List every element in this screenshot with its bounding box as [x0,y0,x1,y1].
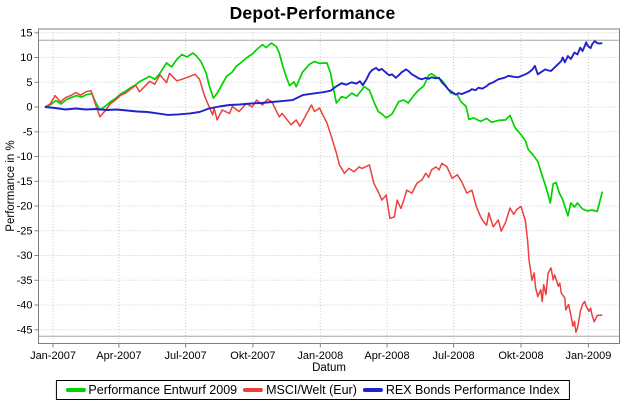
x-tick-label: Okt-2007 [230,350,275,362]
legend-swatch [65,388,86,392]
y-tick-label: -25 [17,225,33,237]
x-axis-label: Datum [312,362,346,374]
plot-border [38,28,620,344]
y-tick-label: -35 [17,275,33,287]
chart-title: Depot-Performance [229,3,396,23]
legend-item: MSCI/Welt (Eur) [243,383,357,397]
y-tick-label: 0 [26,102,32,114]
y-tick-label: -30 [17,250,33,262]
legend-swatch [243,388,264,392]
y-axis-label: Performance in % [5,140,17,232]
y-tick-label: -15 [17,176,33,188]
legend-item-label: REX Bonds Performance Index [385,383,560,397]
x-tick-label: Apr-2008 [364,350,409,362]
y-tick-label: 15 [20,27,32,39]
legend-item-label: MSCI/Welt (Eur) [266,383,357,397]
series-line-performance-entwurf-2009 [44,42,604,217]
y-tick-label: -45 [17,324,33,336]
y-tick-label: 5 [26,77,32,89]
y-tick-label: -40 [17,300,33,312]
legend: Performance Entwurf 2009 MSCI/Welt (Eur) R… [55,380,570,400]
legend-item: Performance Entwurf 2009 [65,383,237,397]
y-tick-label: -5 [23,126,33,138]
legend-swatch [362,388,383,392]
x-tick-label: Jan-2008 [297,350,343,362]
legend-item: REX Bonds Performance Index [362,383,560,397]
legend-item-label: Performance Entwurf 2009 [88,383,238,397]
series-line-msci-welt-eur [44,72,603,333]
series-line-rex-bonds-performance-index [44,40,603,116]
x-tick-label: Jul-2008 [432,350,474,362]
x-tick-label: Apr-2007 [96,350,141,362]
y-tick-label: -10 [17,151,33,163]
x-tick-label: Jan-2009 [565,350,611,362]
x-tick-label: Okt-2008 [498,350,543,362]
y-tick-label: -20 [17,201,33,213]
x-tick-label: Jan-2007 [30,350,76,362]
x-tick-label: Jul-2007 [164,350,206,362]
y-tick-label: 10 [20,52,32,64]
